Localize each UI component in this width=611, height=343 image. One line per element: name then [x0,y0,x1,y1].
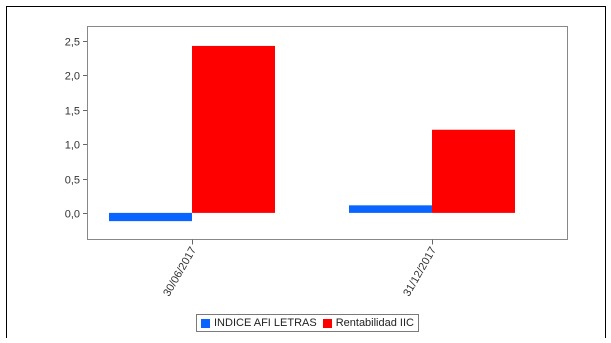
x-tick-label-0: 30/06/2017 [161,245,199,299]
y-tick-label-3: 1,5 [65,106,80,118]
y-tick-label-5: 2,5 [65,37,80,49]
x-axis: 30/06/2017 31/12/2017 [161,239,439,299]
y-tick-label-4: 2,0 [65,71,80,83]
bar-1-0 [192,45,275,213]
y-axis: 0,0 0,5 1,0 1,5 2,0 2,5 [65,37,87,221]
legend-item-0: INDICE AFI LETRAS [201,317,317,329]
legend-swatch-0 [201,318,210,328]
bar-1-1 [432,129,515,213]
y-tick-label-0: 0,0 [65,209,80,221]
bars [109,45,515,222]
legend-item-1: Rentabilidad IIC [322,317,414,329]
y-tick-label-2: 1,0 [65,140,80,152]
bar-0-0 [109,212,192,222]
legend-label-1: Rentabilidad IIC [335,317,414,329]
legend-label-0: INDICE AFI LETRAS [214,317,317,329]
outer-frame [6,6,606,343]
legend: INDICE AFI LETRAS Rentabilidad IIC [196,314,419,332]
y-tick-label-1: 0,5 [65,175,80,187]
x-tick-label-1: 31/12/2017 [401,245,439,299]
bar-0-1 [349,205,432,213]
legend-swatch-1 [322,318,332,328]
